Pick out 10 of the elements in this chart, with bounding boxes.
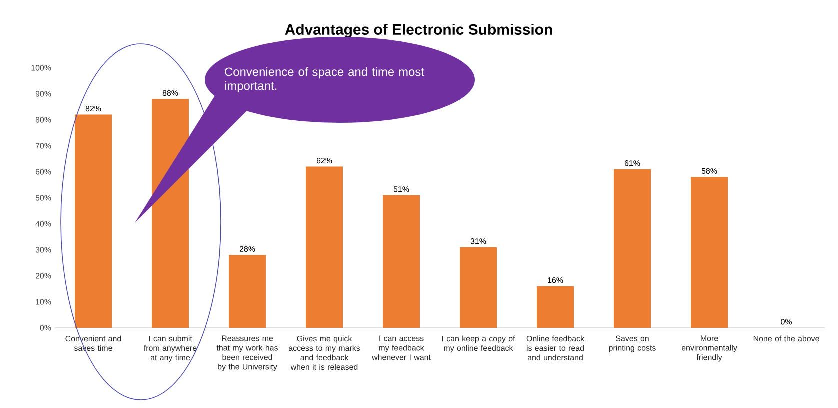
bar (537, 286, 574, 328)
bar (691, 177, 728, 328)
bar (614, 169, 652, 328)
chart-title: Advantages of Electronic Submission (285, 24, 552, 38)
bar (306, 166, 344, 328)
bar (229, 255, 266, 328)
bar (460, 247, 498, 328)
annotation: Convenience of space and time most important. (225, 67, 424, 93)
bar (383, 195, 420, 328)
bar (75, 114, 112, 328)
